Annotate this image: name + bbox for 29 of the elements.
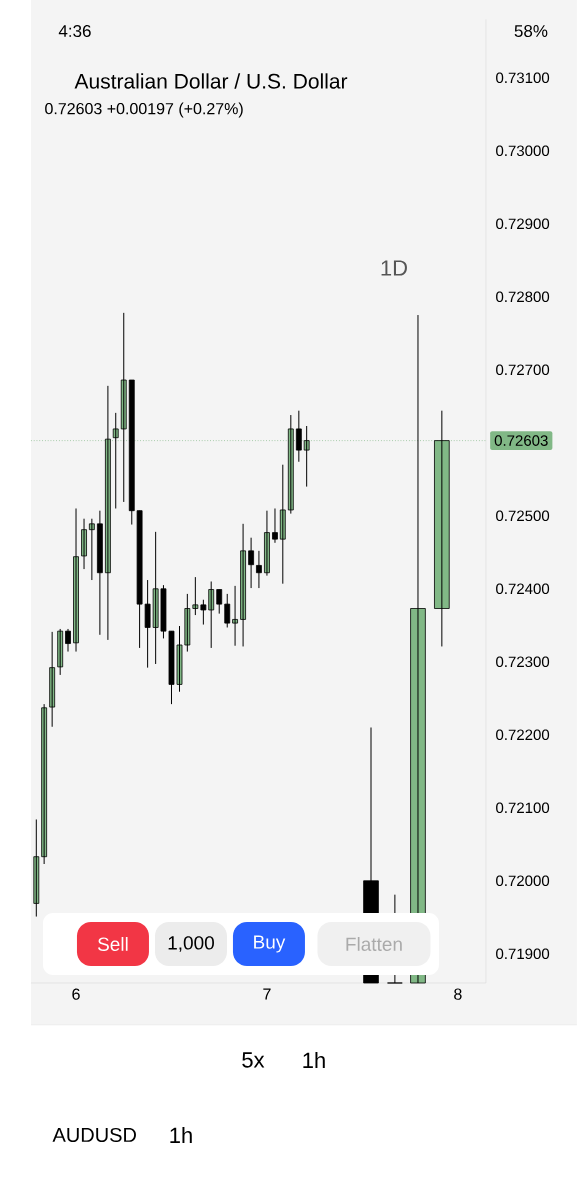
y-tick-label: 0.72000 — [496, 875, 550, 887]
text: 1h — [170, 1127, 192, 1143]
y-tick-label: 0.72200 — [496, 729, 550, 741]
ref-line-label: 0.72603 — [494, 435, 548, 446]
x-tick-label: 7 — [263, 988, 271, 1000]
text: 58% — [514, 24, 548, 38]
x-tick-label: 6 — [72, 988, 80, 1000]
y-tick-label: 0.72400 — [496, 583, 550, 595]
y-tick-label: 0.72900 — [496, 218, 550, 230]
annotation: Buy — [254, 935, 286, 953]
annotation: 1,000 — [168, 936, 214, 952]
y-tick-label: 0.73100 — [496, 72, 550, 84]
text: 0.72603 +0.00197 (+0.27%) — [45, 102, 243, 118]
y-tick-label: 0.71900 — [496, 948, 550, 960]
annotation: Sell — [98, 937, 128, 951]
y-tick-label: 0.72300 — [496, 656, 550, 668]
y-tick-label: 0.73000 — [496, 145, 550, 157]
y-tick-label: 0.72100 — [496, 802, 550, 814]
text: 5x — [242, 1052, 265, 1068]
text: Australian Dollar / U.S. Dollar — [74, 73, 348, 89]
x-tick-label: 8 — [454, 988, 462, 1000]
y-tick-label: 0.72500 — [496, 510, 550, 522]
annotation: 1D — [381, 260, 407, 276]
annotation: Flatten — [346, 937, 402, 951]
text: 1h — [303, 1052, 325, 1068]
y-tick-label: 0.72800 — [496, 291, 550, 303]
y-tick-label: 0.72700 — [496, 364, 550, 376]
annotation: 4:36 — [58, 24, 91, 38]
text: AUDUSD — [52, 1127, 136, 1143]
